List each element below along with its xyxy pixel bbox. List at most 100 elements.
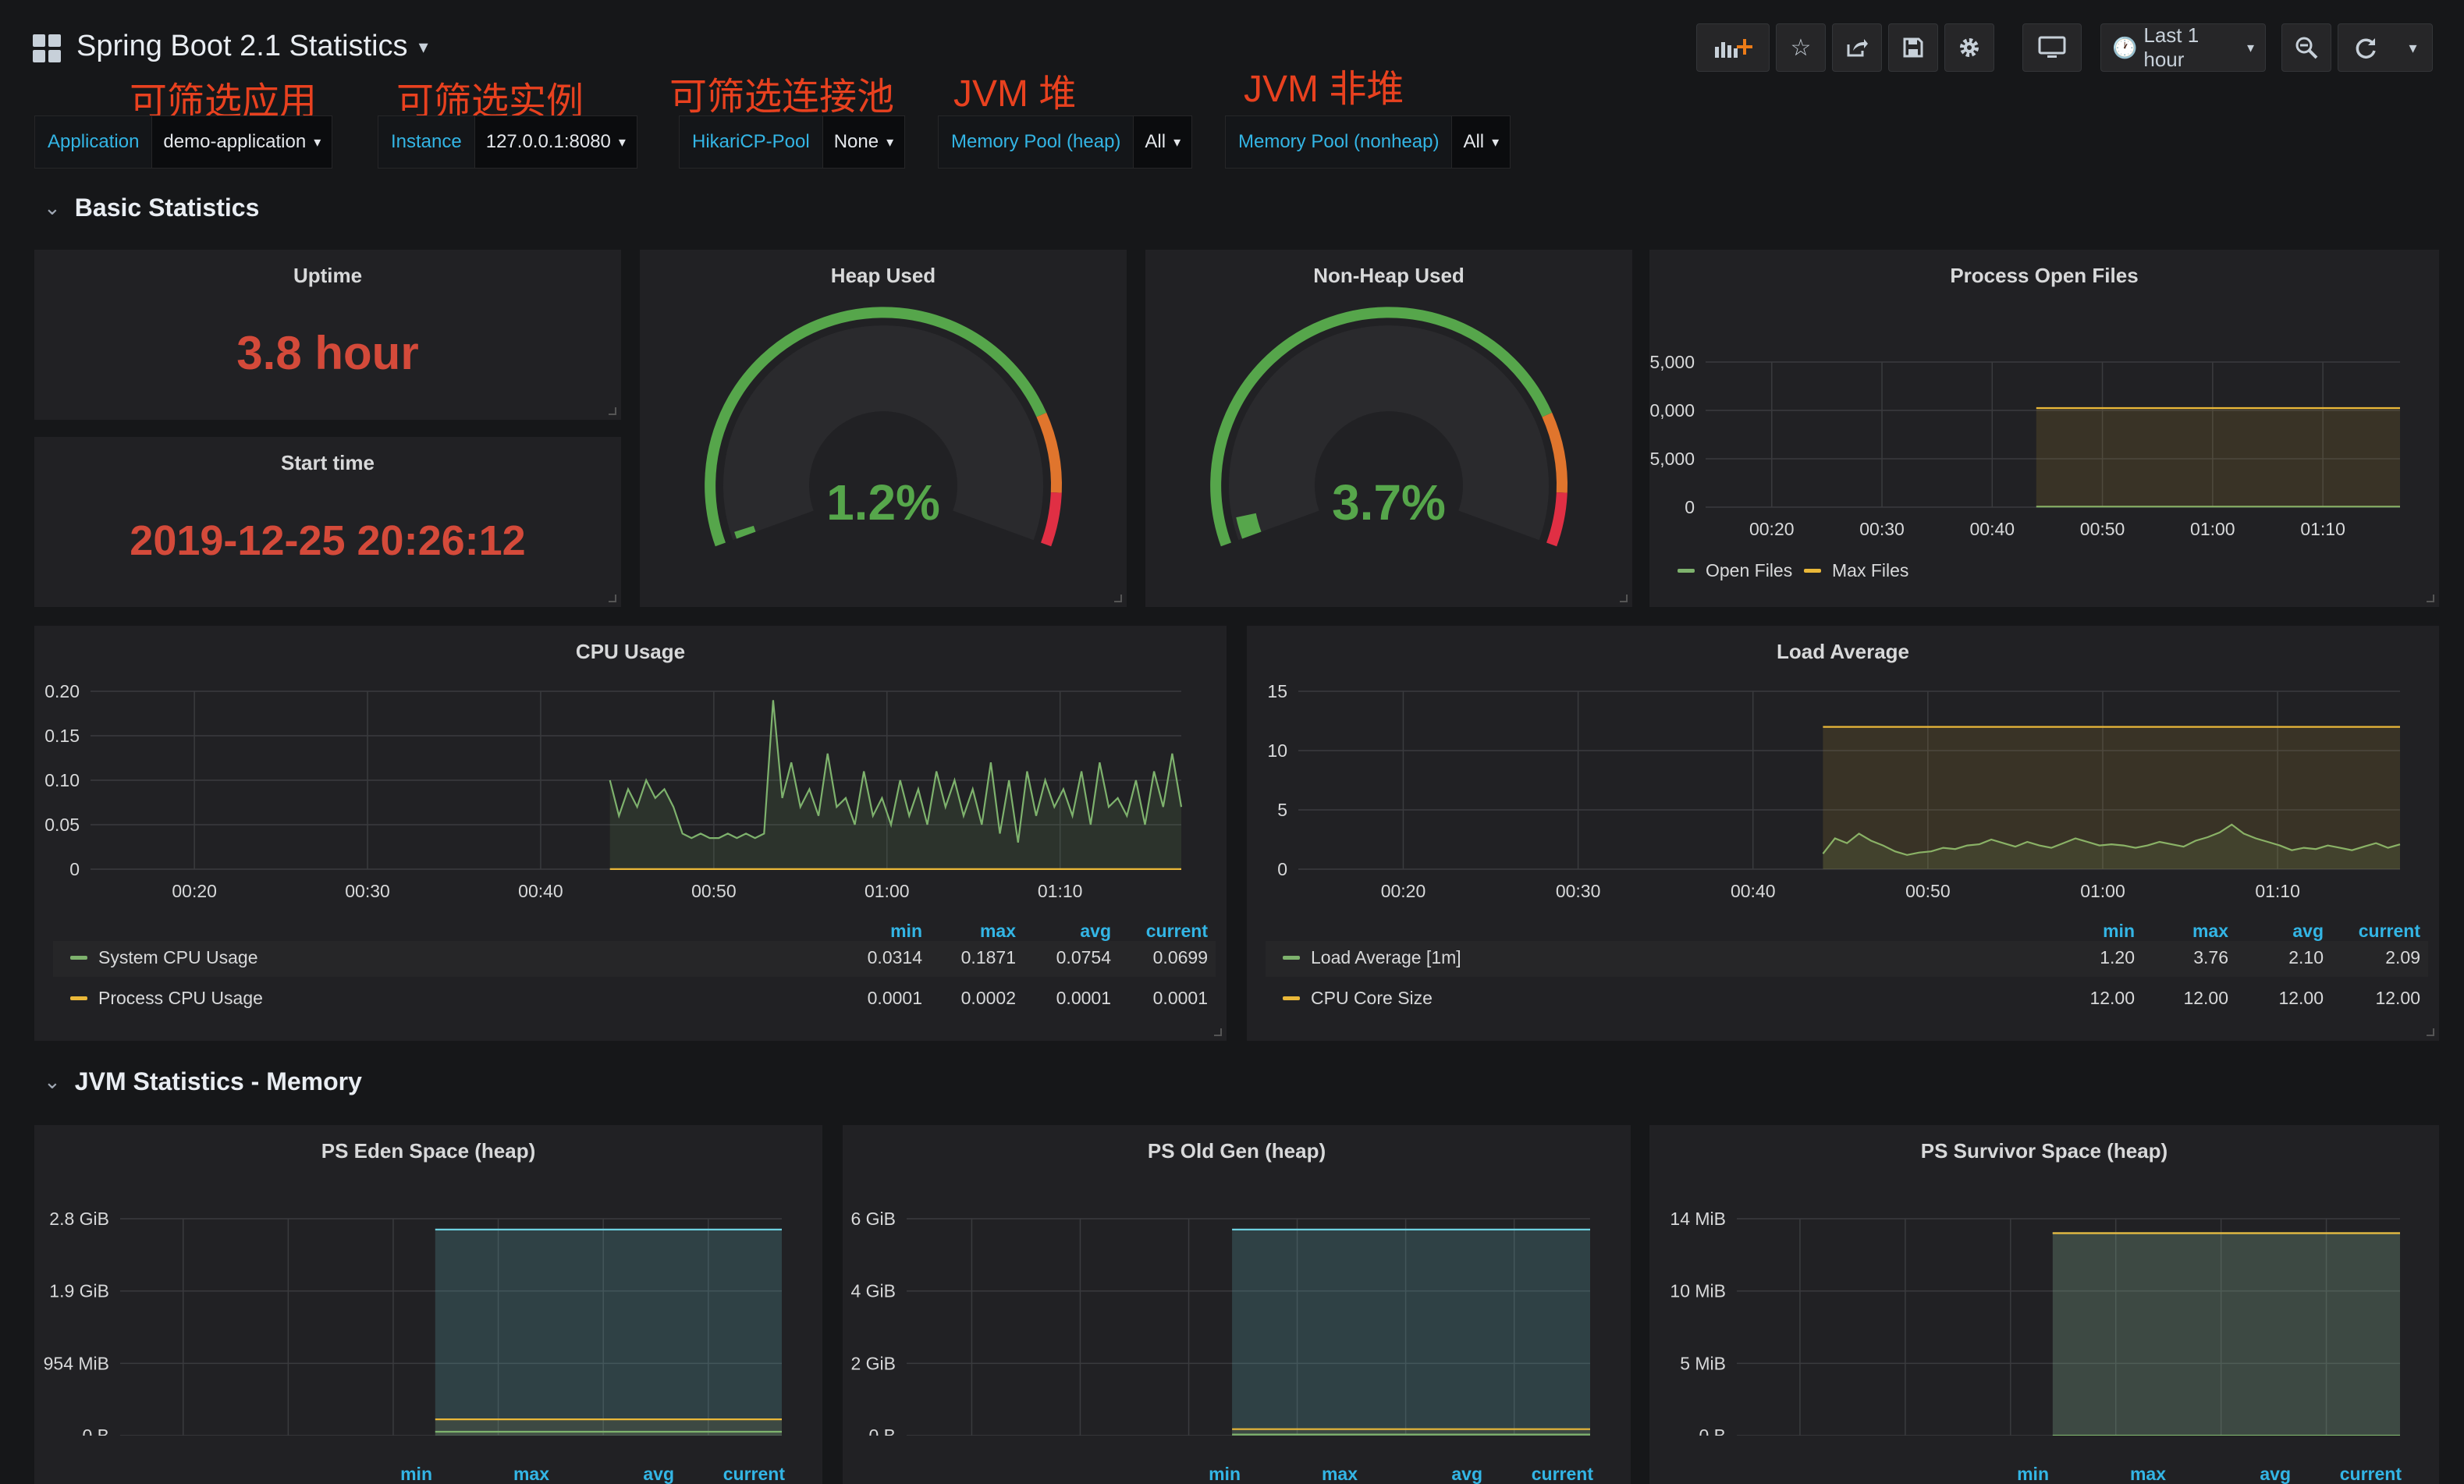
time-range-label: Last 1 hour xyxy=(2143,23,2199,71)
variable-label: Application xyxy=(34,115,153,169)
refresh-button[interactable]: ▾ xyxy=(2338,23,2433,72)
panel-resize-handle[interactable] xyxy=(609,407,616,415)
legend-column-header[interactable]: current xyxy=(2339,1464,2402,1484)
legend-column-header[interactable]: max xyxy=(979,921,1016,941)
panel-non-heap-used: Non-Heap Used 3.7% xyxy=(1145,250,1632,607)
legend-item[interactable]: Open Files xyxy=(1678,560,1792,581)
caret-down-icon: ▾ xyxy=(2246,39,2254,55)
star-button[interactable]: ☆ xyxy=(1776,23,1826,72)
panel-title[interactable]: Heap Used xyxy=(830,264,936,287)
add-panel-icon xyxy=(1715,39,1752,58)
hikaricp-pool-select[interactable]: None ▾ xyxy=(822,115,906,169)
legend-column-header[interactable]: min xyxy=(400,1464,432,1484)
panel-resize-handle[interactable] xyxy=(1214,1028,1222,1036)
series-area xyxy=(1823,824,2400,869)
save-icon xyxy=(1903,37,1923,58)
legend-column-header[interactable]: max xyxy=(2129,1464,2166,1484)
legend-item[interactable]: Max Files xyxy=(1804,560,1908,581)
legend-column-header[interactable]: avg xyxy=(2260,1464,2291,1484)
row-basic-statistics[interactable]: ⌄ Basic Statistics xyxy=(44,193,259,222)
legend-column-header[interactable]: avg xyxy=(2292,921,2324,941)
time-picker-button[interactable]: 🕐 Last 1 hour ▾ xyxy=(2100,23,2266,72)
legend-column-header[interactable]: min xyxy=(1209,1464,1241,1484)
save-button[interactable] xyxy=(1888,23,1938,72)
legend-value-min: 0.0314 xyxy=(867,947,922,967)
gauge-value-label: 3.7% xyxy=(1332,474,1446,531)
panel-title[interactable]: PS Old Gen (heap) xyxy=(1147,1139,1326,1163)
load-average-chart[interactable]: 0 5 10 15 00:20 00:30 00:40 00:50 01:00 01:10 xyxy=(1247,671,2439,936)
legend-column-header[interactable]: min xyxy=(2017,1464,2049,1484)
series-area xyxy=(435,1229,782,1436)
settings-button[interactable] xyxy=(1944,23,1994,72)
row-title: Basic Statistics xyxy=(74,193,260,222)
panel-resize-handle[interactable] xyxy=(1620,595,1628,602)
gauge-threshold-critical xyxy=(1546,492,1568,547)
cpu-usage-chart[interactable]: 0 0.05 0.10 0.15 0.20 00:20 00:30 00:40 00:50 01:… xyxy=(34,671,1227,936)
legend-value-current: 0.0699 xyxy=(1152,947,1208,967)
caret-down-icon[interactable]: ▾ xyxy=(2409,39,2417,57)
caret-down-icon: ▾ xyxy=(1173,133,1181,150)
legend-value-max: 12.00 xyxy=(2183,988,2228,1008)
panel-title[interactable]: Non-Heap Used xyxy=(1313,264,1465,287)
monitor-icon xyxy=(2038,36,2066,58)
panel-ps-survivor-space: PS Survivor Space (heap) 0 B 5 MiB 10 MiB 1… xyxy=(1649,1125,2439,1484)
x-tick-label: 00:50 xyxy=(1905,881,1951,901)
legend-value-max: 3.76 xyxy=(2193,947,2228,967)
panel-title[interactable]: Load Average xyxy=(1776,640,1909,663)
legend-value-current: 12.00 xyxy=(2375,988,2420,1008)
legend-item[interactable]: Load Average [1m] xyxy=(1283,947,1461,968)
series-area xyxy=(1823,726,2400,869)
instance-select[interactable]: 127.0.0.1:8080 ▾ xyxy=(474,115,637,169)
series-area xyxy=(2036,408,2400,507)
legend-column-header[interactable]: avg xyxy=(643,1464,674,1484)
panel-title[interactable]: PS Eden Space (heap) xyxy=(321,1139,536,1163)
panel-resize-handle[interactable] xyxy=(1114,595,1122,602)
share-icon xyxy=(1847,39,1868,57)
legend-swatch xyxy=(1283,996,1300,1000)
panel-title[interactable]: CPU Usage xyxy=(575,640,686,663)
panel-title[interactable]: Uptime xyxy=(293,264,363,287)
y-tick-label: 0.15 xyxy=(44,726,80,746)
panel-resize-handle[interactable] xyxy=(609,595,616,602)
dashboard-title[interactable]: Spring Boot 2.1 Statistics ▾ xyxy=(76,30,428,63)
legend-item[interactable]: System CPU Usage xyxy=(70,947,258,968)
legend-column-header[interactable]: avg xyxy=(1451,1464,1482,1484)
add-panel-button[interactable] xyxy=(1696,23,1770,72)
legend-column-header[interactable]: current xyxy=(2358,921,2420,941)
legend-column-header[interactable]: current xyxy=(1145,921,1208,941)
legend-item[interactable]: Process CPU Usage xyxy=(70,988,263,1009)
panel-resize-handle[interactable] xyxy=(2427,595,2434,602)
y-tick-label: 10 MiB xyxy=(1670,1281,1726,1301)
panel-resize-handle[interactable] xyxy=(2427,1028,2434,1036)
zoom-out-button[interactable] xyxy=(2281,23,2331,72)
memory-pool-heap-select[interactable]: All ▾ xyxy=(1134,115,1193,169)
variable-value: All xyxy=(1463,131,1485,152)
panel-title[interactable]: Process Open Files xyxy=(1950,264,2139,287)
application-select[interactable]: demo-application ▾ xyxy=(152,115,333,169)
share-button[interactable] xyxy=(1832,23,1882,72)
y-tick-label: 0 xyxy=(1685,497,1695,517)
dashboard-grid-icon[interactable] xyxy=(33,34,61,62)
legend-column-header[interactable]: max xyxy=(2192,921,2228,941)
panel-title[interactable]: PS Survivor Space (heap) xyxy=(1920,1139,2168,1163)
open-files-chart[interactable]: 0 5,000 10,000 15,000 00:20 00:30 00:40 00:50 01… xyxy=(1649,295,2439,607)
panel-title[interactable]: Start time xyxy=(281,451,375,474)
row-jvm-memory[interactable]: ⌄ JVM Statistics - Memory xyxy=(44,1067,362,1096)
legend-column-header[interactable]: avg xyxy=(1080,921,1111,941)
legend-column-header[interactable]: max xyxy=(1321,1464,1358,1484)
legend-column-header[interactable]: current xyxy=(1531,1464,1593,1484)
legend-item[interactable]: CPU Core Size xyxy=(1283,988,1433,1009)
memory-pool-nonheap-select[interactable]: All ▾ xyxy=(1452,115,1511,169)
cycle-view-mode-button[interactable] xyxy=(2022,23,2082,72)
variable-label: Instance xyxy=(378,115,475,169)
legend-column-header[interactable]: max xyxy=(513,1464,549,1484)
legend-value-max: 0.1871 xyxy=(960,947,1016,967)
legend-value-min: 1.20 xyxy=(2100,947,2135,967)
legend-column-header[interactable]: min xyxy=(890,921,922,941)
legend-column-header[interactable]: min xyxy=(2103,921,2135,941)
legend-column-header[interactable]: current xyxy=(723,1464,785,1484)
